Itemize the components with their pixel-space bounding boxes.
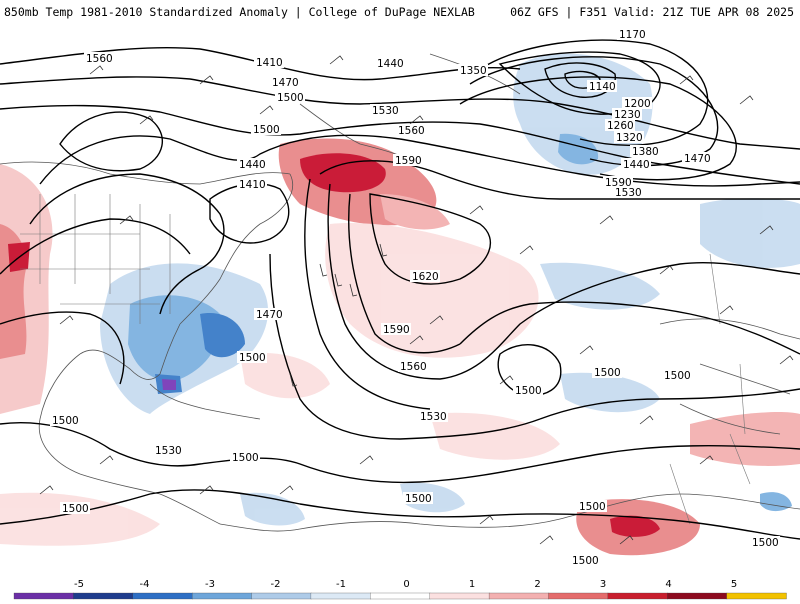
- contour-label: 1380: [632, 146, 659, 158]
- contour-label: 1500: [752, 537, 779, 549]
- colorbar-swatch: [548, 592, 609, 600]
- contour-label: 1500: [405, 493, 432, 505]
- contour-label: 1350: [460, 65, 487, 77]
- colorbar-swatch: [488, 592, 550, 600]
- contour-label: 1530: [372, 105, 399, 117]
- colorbar-ticks: -5 -4 -3 -2 -1 0 1 2 3 4 5: [74, 579, 737, 590]
- colorbar-tick-label: -3: [205, 579, 215, 590]
- contour-label: 1140: [589, 81, 616, 93]
- contour-label: 1320: [616, 132, 643, 144]
- contour-label: 1260: [607, 120, 634, 132]
- colorbar-tick-label: -4: [140, 579, 150, 590]
- colorbar-swatch: [370, 592, 431, 600]
- colorbar-tick-label: 4: [665, 579, 671, 590]
- colorbar-swatch: [726, 592, 787, 600]
- colorbar-swatch: [73, 592, 134, 600]
- contour-label: 1440: [377, 58, 404, 70]
- contour-label: 1470: [684, 153, 711, 165]
- contour-label: 1500: [52, 415, 79, 427]
- colorbar-swatch: [607, 592, 668, 600]
- colorbar-tick-label: 3: [600, 579, 606, 590]
- map-canvas: 1560 1410 1470 1500 1440 1350 1170 1140 …: [0, 24, 800, 578]
- contour-label: 1530: [420, 411, 447, 423]
- contour-label: 1500: [239, 352, 266, 364]
- contour-label: 1530: [615, 187, 642, 199]
- colorbar-swatch: [132, 592, 193, 600]
- colorbar-swatch: [192, 592, 253, 600]
- contour-label: 1230: [614, 109, 641, 121]
- contour-label: 1500: [664, 370, 691, 382]
- contour-label: 1410: [239, 179, 266, 191]
- colorbar-swatch: [667, 592, 728, 600]
- colorbar-tick-label: -1: [336, 579, 346, 590]
- colorbar-tick-label: -2: [271, 579, 281, 590]
- contour-label: 1170: [619, 29, 646, 41]
- colorbar-tick-label: 1: [469, 579, 475, 590]
- contour-label: 1560: [398, 125, 425, 137]
- contour-label: 1470: [272, 77, 299, 89]
- anomaly-colorbar: -5 -4 -3 -2 -1 0 1 2 3 4 5: [0, 578, 800, 600]
- contour-label: 1200: [624, 98, 651, 110]
- contour-label: 1500: [579, 501, 606, 513]
- contour-label: 1500: [515, 385, 542, 397]
- colorbar-swatch: [310, 592, 371, 600]
- contour-label: 1410: [256, 57, 283, 69]
- colorbar-canvas: -5 -4 -3 -2 -1 0 1 2 3 4 5: [13, 579, 787, 600]
- contour-label: 1440: [239, 159, 266, 171]
- colorbar-tick-label: -5: [74, 579, 84, 590]
- contour-label: 1500: [277, 92, 304, 104]
- colorbar-tick-label: 5: [731, 579, 737, 590]
- contour-label: 1620: [412, 271, 439, 283]
- anomaly-shading: [0, 53, 800, 556]
- colorbar-tick-label: 0: [403, 579, 409, 590]
- contour-labels: 1560 1410 1470 1500 1440 1350 1170 1140 …: [50, 28, 780, 567]
- model-run-valid-time: 06Z GFS | F351 Valid: 21Z TUE APR 08 202…: [510, 5, 794, 19]
- contour-label: 1560: [86, 53, 113, 65]
- colorbar-swatch: [429, 592, 490, 600]
- contour-label: 1560: [400, 361, 427, 373]
- political-borders: [20, 194, 751, 525]
- contour-label: 1470: [256, 309, 283, 321]
- contour-label: 1500: [572, 555, 599, 567]
- contour-label: 1590: [383, 324, 410, 336]
- wind-barbs: [39, 55, 794, 545]
- colorbar-swatches: [13, 592, 787, 600]
- colorbar-swatch: [251, 592, 312, 600]
- contour-label: 1500: [594, 367, 621, 379]
- contour-label: 1500: [62, 503, 89, 515]
- chart-header: 850mb Temp 1981-2010 Standardized Anomal…: [0, 0, 800, 24]
- colorbar-swatch: [13, 592, 75, 600]
- contour-label: 1440: [623, 159, 650, 171]
- contour-label: 1590: [395, 155, 422, 167]
- contour-label: 1500: [232, 452, 259, 464]
- colorbar-tick-label: 2: [534, 579, 540, 590]
- contour-label: 1530: [155, 445, 182, 457]
- weather-map: 1560 1410 1470 1500 1440 1350 1170 1140 …: [0, 24, 800, 578]
- contour-label: 1500: [253, 124, 280, 136]
- product-title: 850mb Temp 1981-2010 Standardized Anomal…: [4, 5, 475, 19]
